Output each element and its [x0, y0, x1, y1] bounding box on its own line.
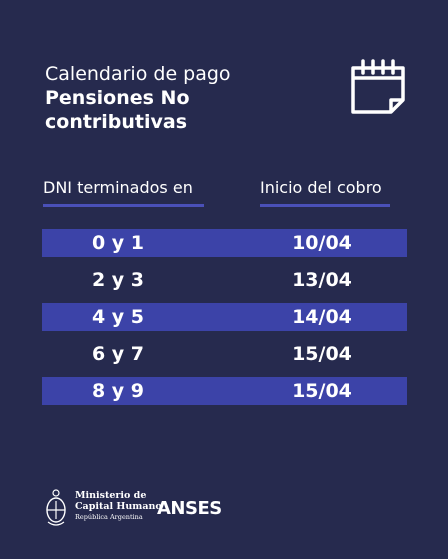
- page-title: Calendario de pago Pensiones No contribu…: [45, 62, 231, 134]
- dni-range: 0 y 1: [91, 232, 145, 254]
- table-row: 2 y 3 13/04: [42, 266, 407, 294]
- payment-date: 14/04: [292, 306, 352, 328]
- table-row: 8 y 9 15/04: [42, 377, 407, 405]
- header-underline-start: [260, 204, 390, 207]
- ministry-line-2: Capital Humano: [75, 501, 162, 512]
- title-line-3: contributivas: [45, 111, 188, 133]
- payment-schedule-table: 0 y 1 10/04 2 y 3 13/04 4 y 5 14/04 6 y …: [42, 229, 407, 414]
- header-start-date: Inicio del cobro: [260, 178, 382, 197]
- payment-date: 10/04: [292, 232, 352, 254]
- header-underline-dni: [43, 204, 204, 207]
- dni-range: 8 y 9: [91, 380, 145, 402]
- title-line-2: Pensiones No: [45, 87, 190, 109]
- dni-range: 4 y 5: [91, 306, 145, 328]
- payment-date: 15/04: [292, 380, 352, 402]
- coat-of-arms-icon: [46, 489, 66, 526]
- ministry-line-1: Ministerio de: [75, 490, 147, 501]
- ministry-line-3: República Argentina: [75, 513, 143, 521]
- table-row: 6 y 7 15/04: [42, 340, 407, 368]
- dni-range: 2 y 3: [91, 269, 145, 291]
- table-row: 4 y 5 14/04: [42, 303, 407, 331]
- dni-range: 6 y 7: [91, 343, 145, 365]
- title-line-1: Calendario de pago: [45, 63, 231, 85]
- calendar-icon: [351, 59, 405, 114]
- table-row: 0 y 1 10/04: [42, 229, 407, 257]
- payment-date: 13/04: [292, 269, 352, 291]
- anses-logo: ANSES: [157, 498, 222, 519]
- ministry-logo-text: Ministerio de Capital Humano República A…: [75, 490, 162, 522]
- payment-date: 15/04: [292, 343, 352, 365]
- header-dni: DNI terminados en: [43, 178, 193, 197]
